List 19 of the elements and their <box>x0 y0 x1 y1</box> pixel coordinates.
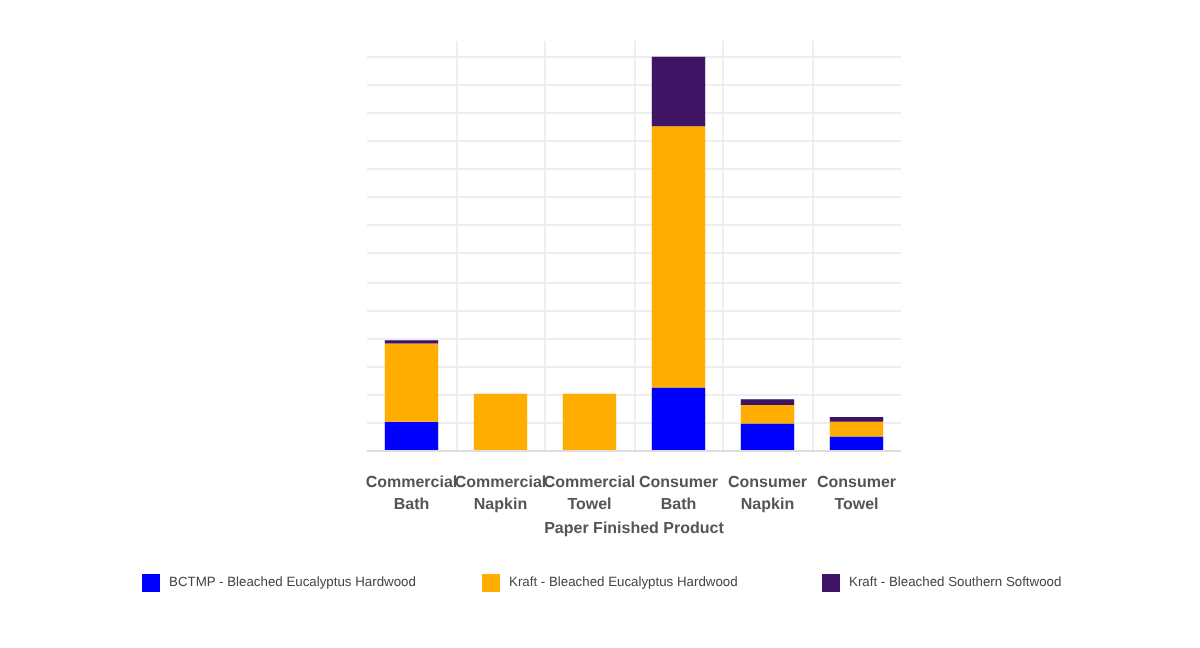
x-tick-label: Commercial Bath <box>365 473 458 513</box>
x-axis-title: Paper Finished Product <box>544 518 725 537</box>
bar <box>562 393 617 451</box>
x-tick-label: Commercial Napkin <box>454 473 547 513</box>
bar <box>384 343 439 422</box>
bar <box>740 404 795 424</box>
bar <box>829 436 884 451</box>
bar <box>384 421 439 451</box>
bar <box>651 387 706 451</box>
x-tick-label: Consumer Towel <box>816 473 897 513</box>
bar <box>651 56 706 127</box>
x-tick-label: Consumer Napkin <box>727 473 808 513</box>
bar <box>829 421 884 437</box>
bar <box>473 393 528 451</box>
x-tick-label: Commercial Towel <box>543 473 636 513</box>
x-tick-label: Consumer Bath <box>638 473 719 513</box>
bar <box>740 399 795 405</box>
bar <box>651 126 706 388</box>
bar <box>740 423 795 451</box>
